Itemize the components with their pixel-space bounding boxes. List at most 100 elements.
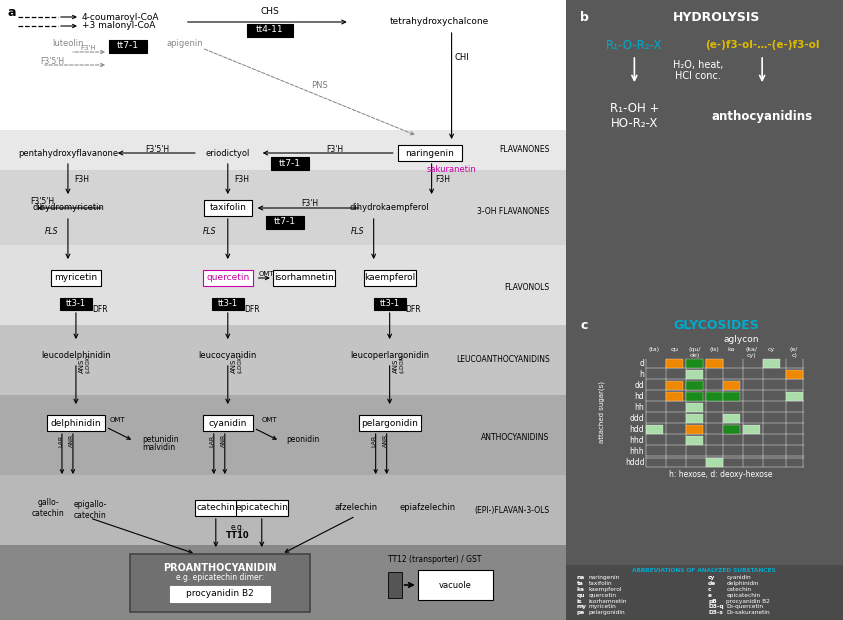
Text: F3'H: F3'H (301, 200, 319, 208)
Text: pentahydroxyflavanone: pentahydroxyflavanone (18, 149, 118, 157)
Text: DFR: DFR (244, 306, 260, 314)
Text: catechin: catechin (196, 503, 235, 513)
Bar (686, 392, 703, 401)
Bar (646, 425, 663, 434)
Text: ddd: ddd (630, 414, 644, 423)
Bar (722, 425, 739, 434)
Bar (786, 370, 803, 379)
Text: quercetin: quercetin (588, 593, 616, 598)
Text: catechin: catechin (726, 587, 751, 591)
Text: R₁-OH +: R₁-OH + (609, 102, 659, 115)
FancyBboxPatch shape (388, 572, 401, 598)
Text: 3-OH FLAVANONES: 3-OH FLAVANONES (477, 208, 550, 216)
FancyBboxPatch shape (417, 570, 492, 600)
Text: peonidin: peonidin (287, 435, 320, 445)
Text: qu: qu (670, 347, 679, 352)
FancyBboxPatch shape (247, 24, 293, 37)
Bar (0, 170, 566, 245)
Text: LEUCOANTHOCYANIDINS: LEUCOANTHOCYANIDINS (456, 355, 550, 365)
FancyBboxPatch shape (562, 309, 843, 571)
Bar (722, 414, 739, 423)
FancyBboxPatch shape (271, 156, 309, 169)
Text: (EPI-)FLAVAN-3-OLS: (EPI-)FLAVAN-3-OLS (475, 505, 550, 515)
Text: ANR: ANR (221, 434, 226, 447)
Text: leucodelphinidin: leucodelphinidin (41, 350, 110, 360)
FancyBboxPatch shape (266, 216, 303, 229)
Text: kaempferol: kaempferol (588, 587, 622, 591)
Text: gallo-
catechin: gallo- catechin (31, 498, 64, 518)
Text: OMT: OMT (259, 271, 275, 277)
Text: F3'5'H: F3'5'H (40, 58, 64, 66)
Text: hdd: hdd (630, 425, 644, 434)
Bar (0, 475, 566, 545)
Text: F3H: F3H (234, 175, 249, 185)
Text: na: na (577, 575, 585, 580)
Text: dihydromyricetin: dihydromyricetin (32, 203, 104, 213)
Text: is: is (577, 598, 583, 603)
Text: (e-)f3-ol-…-(e-)f3-ol: (e-)f3-ol-…-(e-)f3-ol (705, 40, 819, 50)
FancyBboxPatch shape (130, 554, 309, 612)
Bar (0, 545, 566, 620)
FancyBboxPatch shape (47, 415, 105, 431)
Text: qu: qu (577, 593, 585, 598)
Text: c: c (708, 587, 711, 591)
Bar (0, 130, 566, 170)
FancyBboxPatch shape (358, 415, 421, 431)
Text: tt7-1: tt7-1 (117, 42, 139, 50)
Text: petunidin: petunidin (142, 435, 179, 443)
Text: F3'H: F3'H (80, 45, 96, 51)
FancyBboxPatch shape (212, 298, 244, 310)
Text: luteolin: luteolin (52, 40, 83, 48)
Bar (0, 245, 566, 325)
Text: HYDROLYSIS: HYDROLYSIS (673, 11, 760, 24)
Bar (706, 392, 722, 401)
Text: HO-R₂-X: HO-R₂-X (610, 117, 658, 130)
Text: cyanidin: cyanidin (208, 418, 247, 428)
Text: tt7-1: tt7-1 (279, 159, 301, 167)
Text: LAR: LAR (372, 435, 377, 447)
Bar (722, 381, 739, 389)
Text: ka: ka (577, 587, 584, 591)
Text: procyanidin B2: procyanidin B2 (726, 598, 771, 603)
Text: (LDOX): (LDOX) (238, 354, 243, 373)
Text: c: c (581, 319, 588, 332)
Bar (686, 436, 703, 445)
FancyBboxPatch shape (273, 270, 335, 286)
Text: R₁-O-R₂-X: R₁-O-R₂-X (606, 38, 663, 51)
Text: ANS: ANS (393, 358, 399, 373)
Text: cy: cy (767, 347, 775, 352)
Text: F3'H: F3'H (326, 144, 343, 154)
Text: D3-q: D3-q (708, 604, 724, 609)
Bar (0, 0, 566, 130)
Text: delphinidin: delphinidin (51, 418, 101, 428)
Text: procyanidin B2: procyanidin B2 (186, 590, 254, 598)
Text: H₂O, heat,: H₂O, heat, (673, 60, 723, 70)
Text: CHS: CHS (260, 7, 279, 17)
Text: leucocyanidin: leucocyanidin (199, 350, 257, 360)
Text: e.g.: e.g. (231, 523, 245, 531)
Text: b: b (581, 11, 589, 24)
FancyBboxPatch shape (51, 270, 101, 286)
Text: sakuranetin: sakuranetin (427, 166, 476, 174)
Text: FLAVONOLS: FLAVONOLS (504, 283, 550, 293)
Text: kaempferol: kaempferol (364, 273, 416, 283)
Text: (LDOX): (LDOX) (400, 354, 405, 373)
Text: ANS: ANS (231, 358, 237, 373)
Text: (LDOX): (LDOX) (86, 354, 91, 373)
Text: PROANTHOCYANIDIN: PROANTHOCYANIDIN (163, 563, 277, 573)
Bar (686, 358, 703, 368)
Bar (786, 392, 803, 401)
Text: myricetin: myricetin (54, 273, 98, 283)
Text: h: h (640, 370, 644, 379)
FancyBboxPatch shape (203, 270, 253, 286)
Text: cy: cy (708, 575, 716, 580)
Bar (722, 392, 739, 401)
FancyBboxPatch shape (203, 415, 253, 431)
Text: taxifolin: taxifolin (209, 203, 246, 213)
Text: D₃-sakuranetin: D₃-sakuranetin (726, 610, 770, 615)
Text: (is): (is) (709, 347, 719, 352)
Text: a: a (8, 6, 16, 19)
Text: d: d (640, 358, 644, 368)
Text: pelargonidin: pelargonidin (588, 610, 625, 615)
Text: hhh: hhh (630, 446, 644, 456)
